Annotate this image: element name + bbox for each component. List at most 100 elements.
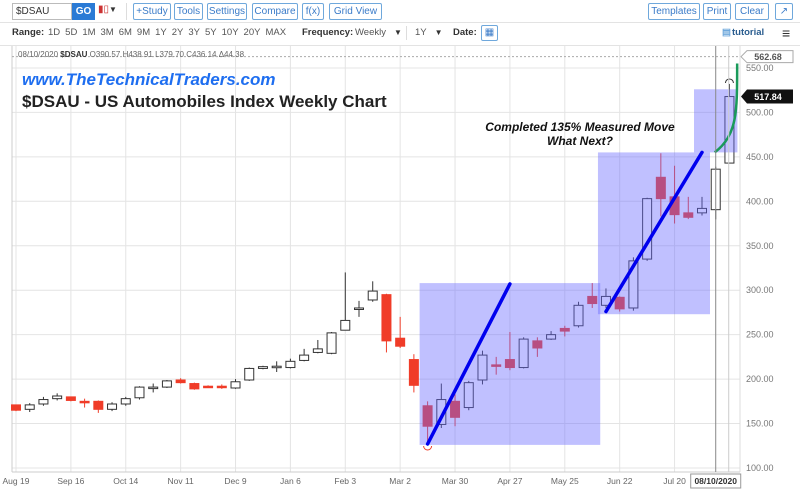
candle bbox=[642, 197, 653, 261]
candle bbox=[38, 396, 49, 406]
candle-body bbox=[655, 176, 666, 200]
candle-body bbox=[326, 332, 337, 354]
candle bbox=[285, 358, 296, 369]
grid-view-button[interactable]: Grid View bbox=[329, 3, 382, 20]
range-5y[interactable]: 5Y bbox=[205, 27, 217, 38]
candle bbox=[367, 281, 378, 302]
range-2y[interactable]: 2Y bbox=[171, 27, 184, 38]
range-9m[interactable]: 9M bbox=[136, 27, 151, 38]
expand-button[interactable]: ↗ bbox=[775, 3, 793, 20]
candle bbox=[52, 393, 63, 401]
candle bbox=[161, 379, 172, 388]
range-label: Range: bbox=[12, 27, 45, 38]
range-1m[interactable]: 1M bbox=[82, 27, 96, 38]
candle-body bbox=[381, 294, 392, 342]
range-6m[interactable]: 6M bbox=[118, 27, 132, 38]
templates-button[interactable]: Templates bbox=[648, 3, 700, 20]
candle-body bbox=[532, 340, 543, 349]
candle-body bbox=[463, 382, 474, 409]
range-3m[interactable]: 3M bbox=[100, 27, 114, 38]
tutorial-link[interactable]: ▤tutorial bbox=[722, 25, 764, 41]
hamburger-menu-icon: ≡ bbox=[782, 25, 791, 41]
candle-body bbox=[257, 366, 268, 369]
candle bbox=[175, 378, 186, 384]
crosshair-date-box bbox=[690, 473, 742, 489]
annotation-line: What Next? bbox=[547, 134, 613, 148]
candle-body bbox=[518, 338, 529, 369]
candle bbox=[573, 301, 584, 328]
candle-body bbox=[189, 383, 200, 390]
candle-body bbox=[271, 365, 282, 369]
candle-body bbox=[134, 386, 145, 399]
candle bbox=[422, 401, 433, 444]
candle-body bbox=[24, 404, 35, 410]
range-3y[interactable]: 3Y bbox=[188, 27, 200, 38]
candle-body bbox=[107, 403, 118, 410]
candle bbox=[381, 293, 392, 353]
study-button[interactable]: +Study bbox=[133, 3, 171, 20]
candle bbox=[518, 337, 529, 369]
annotation-text: Completed 135% Measured Move What Next? bbox=[455, 120, 705, 148]
frequency-select[interactable]: Weekly ▼ bbox=[355, 25, 402, 41]
candle-body bbox=[491, 364, 502, 367]
candle bbox=[203, 385, 214, 389]
x-tick-label: Jul 20 bbox=[663, 476, 686, 486]
range-20y[interactable]: 20Y bbox=[243, 27, 261, 38]
candle-body bbox=[65, 396, 76, 401]
candle bbox=[546, 331, 557, 340]
candle-body bbox=[408, 359, 419, 386]
y-tick-label: 150.00 bbox=[746, 419, 774, 429]
candle-body bbox=[203, 385, 214, 389]
range-max[interactable]: MAX bbox=[265, 27, 287, 38]
candle bbox=[532, 337, 543, 357]
range-10y[interactable]: 10Y bbox=[221, 27, 239, 38]
chart-type-button[interactable]: ▮▯▼ bbox=[98, 4, 122, 19]
candle-body bbox=[299, 354, 310, 361]
settings-button[interactable]: Settings bbox=[207, 3, 247, 20]
x-tick-label: Sep 16 bbox=[57, 476, 84, 486]
candle bbox=[24, 403, 35, 412]
fx-button[interactable]: f(x) bbox=[302, 3, 324, 20]
candle bbox=[216, 384, 227, 389]
high-marker bbox=[724, 78, 734, 84]
print-button[interactable]: Print bbox=[703, 3, 731, 20]
candle bbox=[559, 325, 570, 337]
candle bbox=[134, 386, 145, 400]
x-tick-label: Jun 22 bbox=[607, 476, 633, 486]
trend-line bbox=[425, 282, 512, 446]
x-tick-label: May 25 bbox=[551, 476, 579, 486]
divider bbox=[126, 3, 127, 20]
divider bbox=[406, 26, 407, 40]
candle-body bbox=[230, 381, 241, 389]
menu-button[interactable]: ≡ bbox=[782, 25, 790, 41]
candle bbox=[450, 394, 461, 427]
period-select[interactable]: 1Y ▼ bbox=[415, 25, 443, 41]
candle bbox=[354, 300, 364, 317]
symbol-input[interactable]: $DSAU bbox=[12, 3, 72, 20]
go-button[interactable]: GO bbox=[72, 3, 95, 20]
website-watermark: www.TheTechnicalTraders.com bbox=[22, 70, 276, 89]
divider bbox=[0, 45, 800, 46]
x-tick-label: Feb 3 bbox=[334, 476, 356, 486]
candle-body bbox=[573, 304, 584, 327]
trend-line bbox=[604, 150, 704, 314]
y-tick-label: 100.00 bbox=[746, 463, 774, 473]
compare-button[interactable]: Compare bbox=[252, 3, 298, 20]
candle-body bbox=[546, 334, 557, 340]
legend-high: H438.91 bbox=[122, 50, 153, 59]
legend-open: O390.57 bbox=[89, 50, 121, 59]
range-1y[interactable]: 1Y bbox=[155, 27, 167, 38]
candle-body bbox=[683, 212, 694, 218]
range-1d[interactable]: 1D bbox=[48, 27, 61, 38]
calendar-button[interactable]: ▦ bbox=[481, 25, 498, 41]
last-price-label: 517.84 bbox=[754, 92, 782, 102]
clear-button[interactable]: Clear bbox=[735, 3, 769, 20]
range-5d[interactable]: 5D bbox=[65, 27, 78, 38]
candle-body bbox=[93, 400, 104, 410]
high-price-tag bbox=[740, 50, 794, 64]
candle bbox=[107, 402, 118, 412]
tools-button[interactable]: Tools bbox=[174, 3, 203, 20]
candle bbox=[463, 380, 474, 411]
x-tick-label: Aug 19 bbox=[3, 476, 30, 486]
